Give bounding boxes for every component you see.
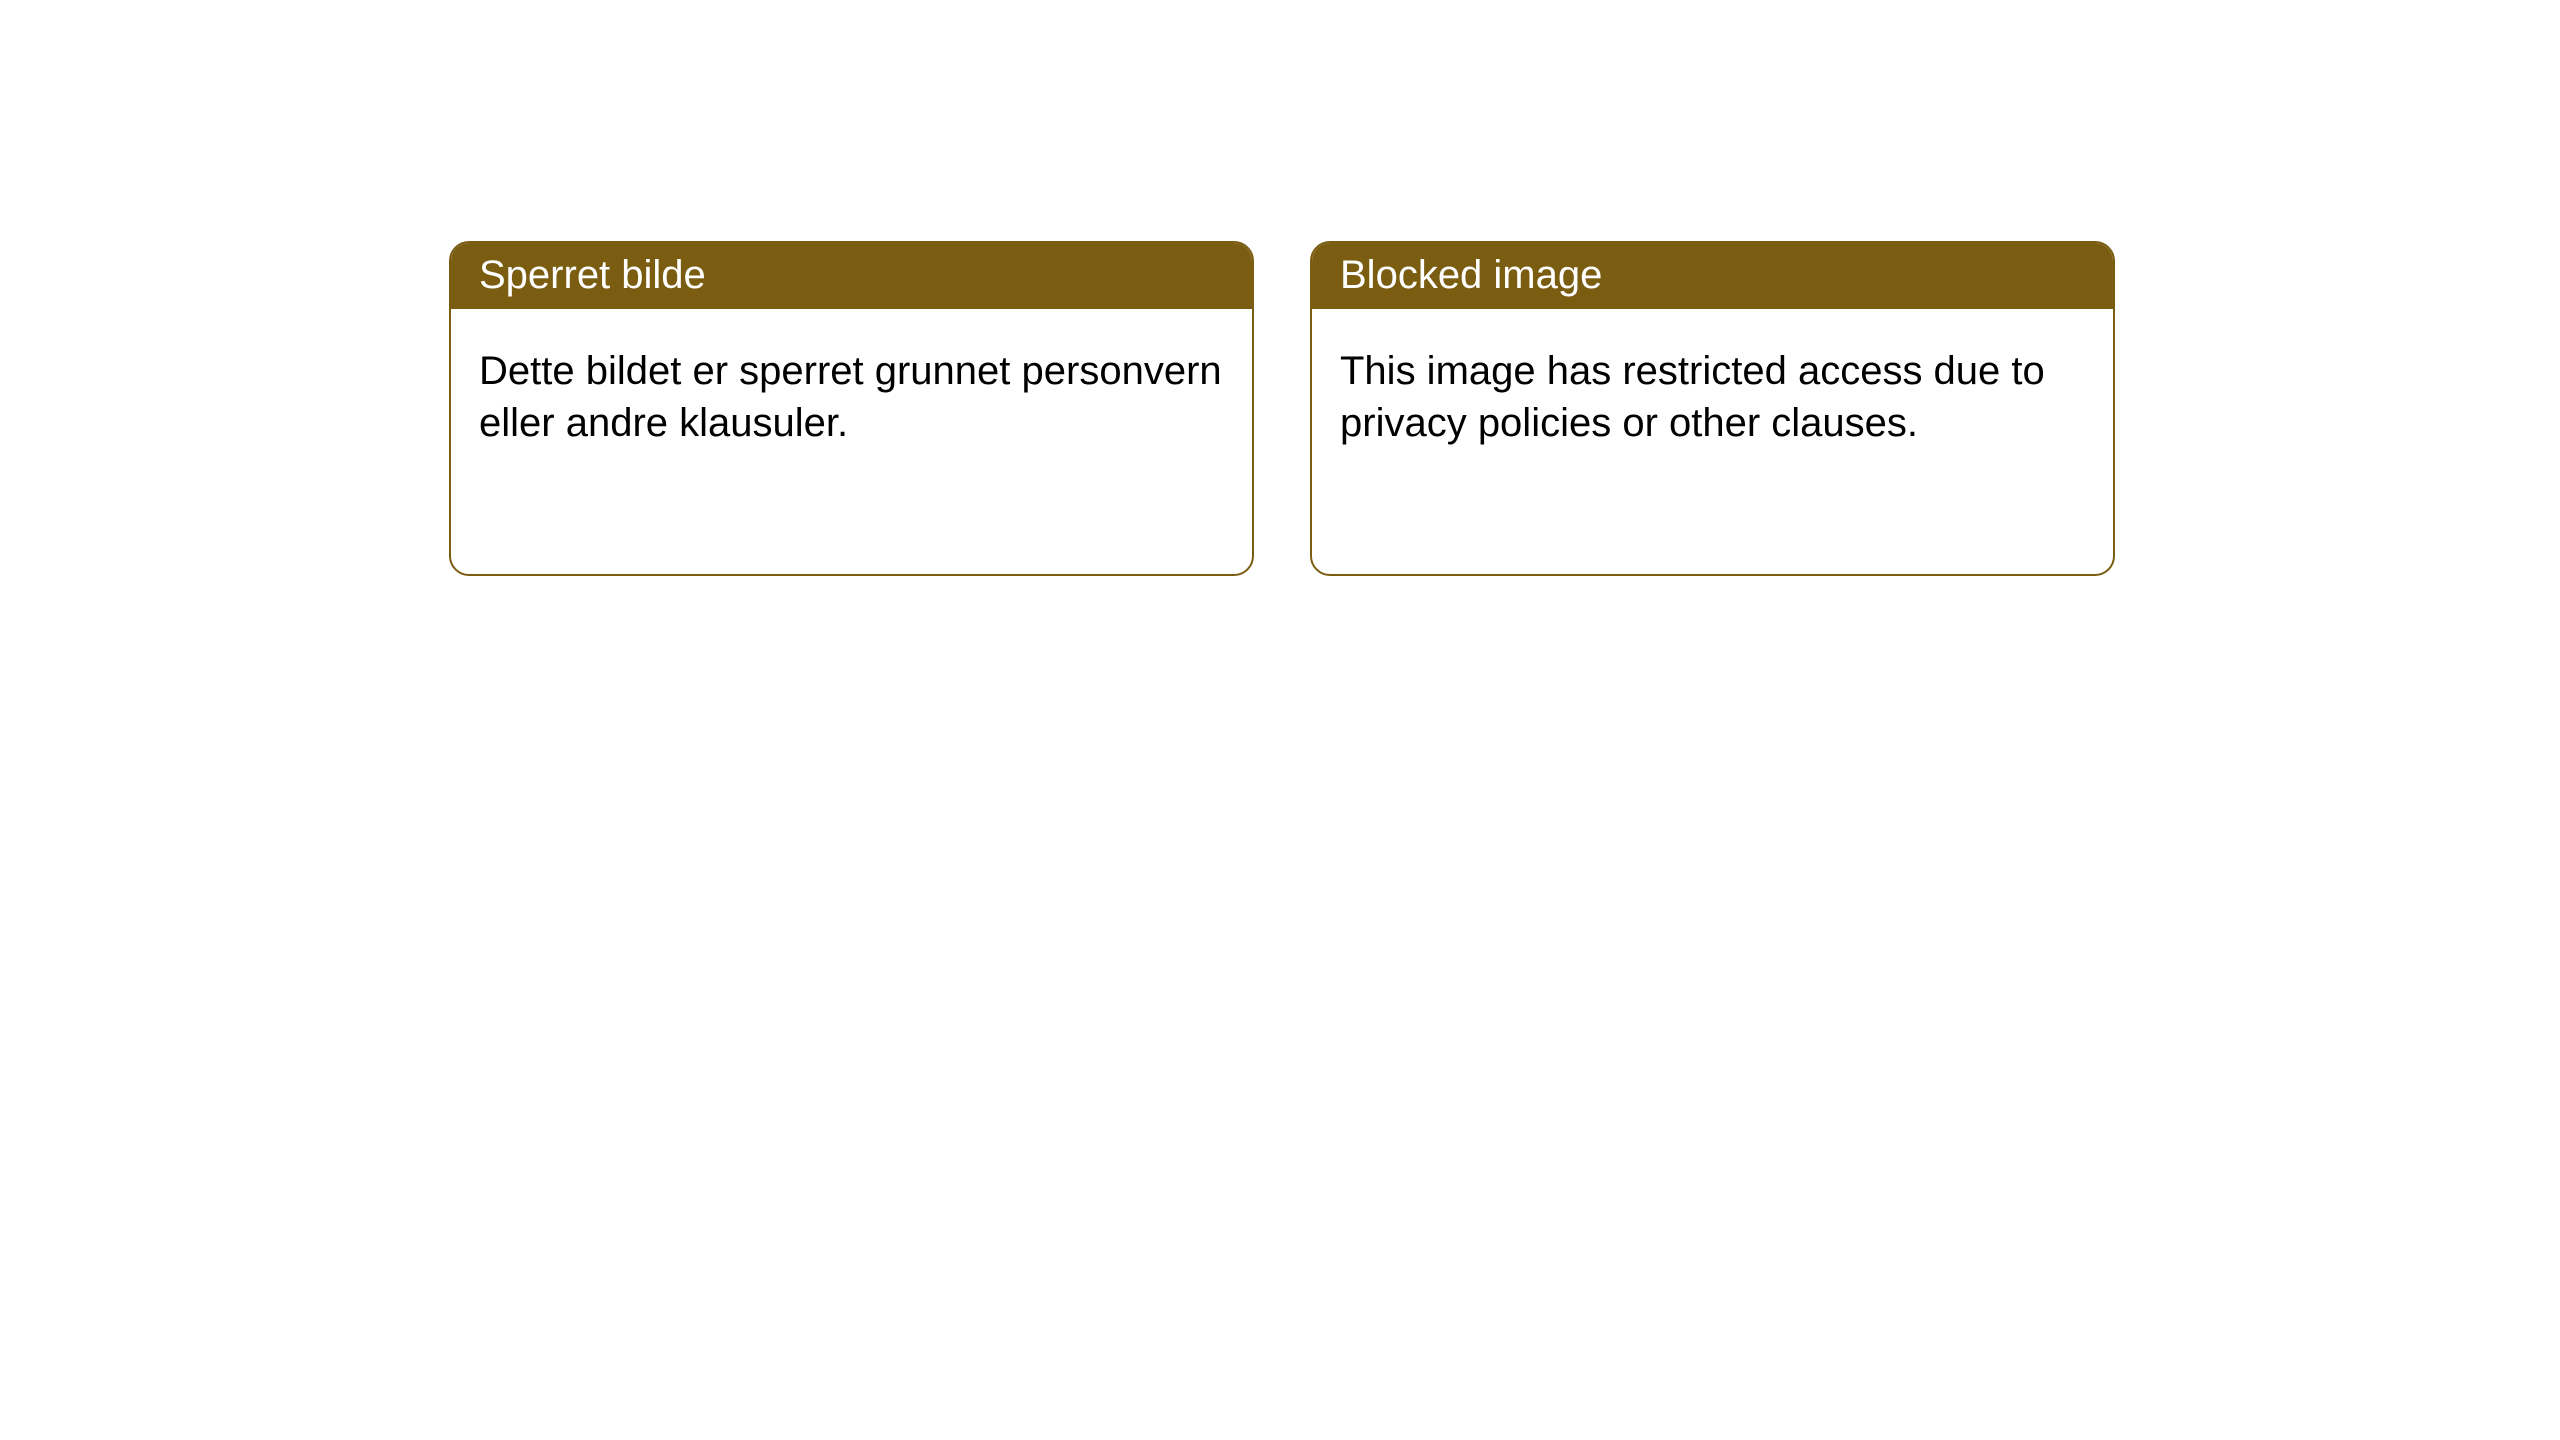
card-header: Blocked image: [1312, 243, 2113, 309]
card-body: Dette bildet er sperret grunnet personve…: [451, 309, 1252, 485]
card-body: This image has restricted access due to …: [1312, 309, 2113, 485]
notice-card-english: Blocked image This image has restricted …: [1310, 241, 2115, 576]
notice-cards-container: Sperret bilde Dette bildet er sperret gr…: [0, 0, 2560, 576]
notice-card-norwegian: Sperret bilde Dette bildet er sperret gr…: [449, 241, 1254, 576]
card-header: Sperret bilde: [451, 243, 1252, 309]
